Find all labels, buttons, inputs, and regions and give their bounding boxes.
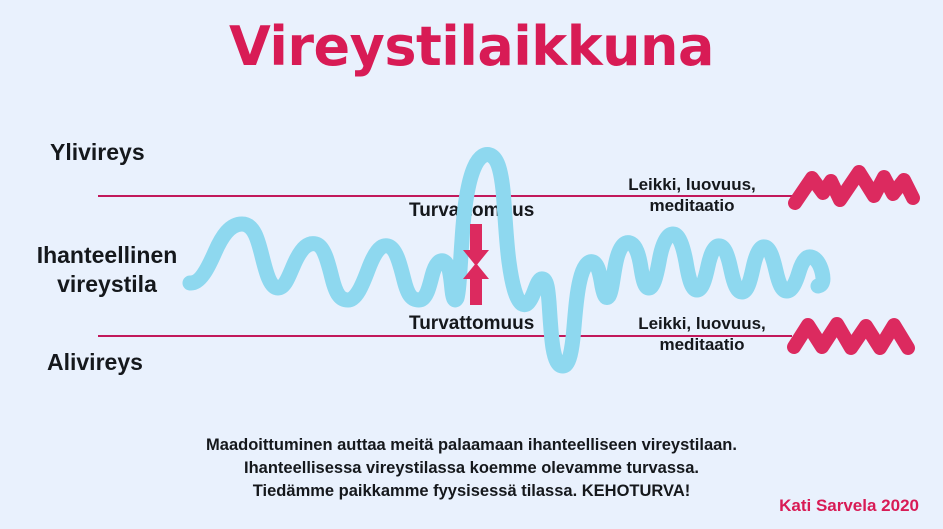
zone-label-optimal-line2: vireystila — [57, 271, 157, 297]
annotation-play-top-line1: Leikki, luovuus, — [628, 175, 756, 194]
pink-zigzag-wave-bottom — [787, 317, 915, 355]
annotation-insecurity-bottom: Turvattomuus — [409, 313, 535, 334]
pink-zigzag-wave-top — [788, 165, 920, 210]
zone-label-optimal: Ihanteellinen vireystila — [14, 241, 200, 299]
caption-line-1: Maadoittuminen auttaa meitä palaamaan ih… — [206, 436, 737, 454]
arrow-up-icon — [463, 263, 489, 305]
caption-line-2: Ihanteellisessa vireystilassa koemme ole… — [244, 459, 699, 477]
page-title: Vireystilaikkuna — [229, 15, 714, 78]
annotation-insecurity-top: Turvattomuus — [409, 200, 535, 221]
annotation-play-top: Leikki, luovuus, meditaatio — [607, 174, 777, 216]
credit-line: Kati Sarvela 2020 — [779, 496, 919, 515]
zone-label-hyperarousal: Ylivireys — [50, 139, 145, 165]
zone-label-optimal-line1: Ihanteellinen — [36, 242, 178, 268]
annotation-play-bottom-line2: meditaatio — [659, 335, 745, 354]
annotation-play-top-line2: meditaatio — [649, 196, 735, 215]
caption-block: Maadoittuminen auttaa meitä palaamaan ih… — [0, 434, 943, 503]
annotation-play-bottom-line1: Leikki, luovuus, — [638, 314, 766, 333]
annotation-play-bottom: Leikki, luovuus, meditaatio — [617, 313, 787, 355]
caption-line-3: Tiedämme paikkamme fyysisessä tilassa. K… — [252, 482, 691, 500]
arrow-down-icon — [463, 224, 489, 266]
zone-label-hypoarousal: Alivireys — [47, 349, 143, 375]
